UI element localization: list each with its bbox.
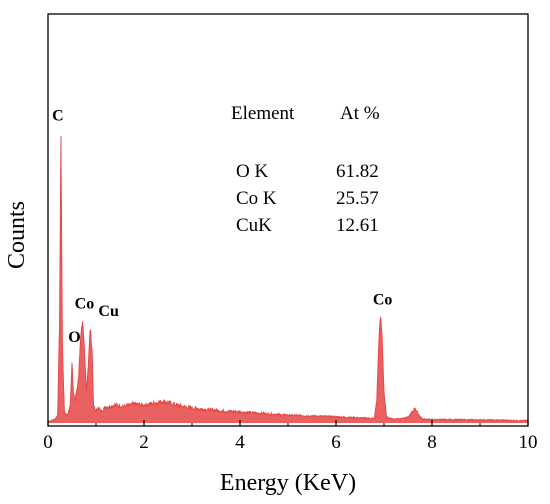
table-cell-element: Co K xyxy=(236,188,277,209)
x-axis-ticks: 0 2 4 6 8 10 xyxy=(43,420,538,453)
table-header-element: Element xyxy=(231,103,295,124)
peak-label-c: C xyxy=(52,108,64,125)
table-cell-value: 12.61 xyxy=(336,215,379,236)
spectrum-line xyxy=(47,136,529,422)
table-header-at-percent: At % xyxy=(340,103,380,124)
x-tick-label: 0 xyxy=(43,432,53,453)
plot-frame xyxy=(47,13,529,427)
peak-label-co: Co xyxy=(75,295,95,312)
x-tick-label: 2 xyxy=(139,432,149,453)
peak-label-o: O xyxy=(68,329,80,346)
x-tick-label: 6 xyxy=(331,432,341,453)
peak-label-cu: Cu xyxy=(98,303,119,320)
x-tick-label: 10 xyxy=(519,432,538,453)
table-cell-element: O K xyxy=(236,161,268,182)
x-tick-label: 8 xyxy=(427,432,437,453)
table-cell-element: CuK xyxy=(236,215,272,236)
peak-label-co: Co xyxy=(373,291,393,308)
y-axis-title: Counts xyxy=(4,201,30,269)
table-cell-value: 25.57 xyxy=(336,188,379,209)
composition-table: Element At % O K 61.82 Co K 25.57 CuK 12… xyxy=(231,103,380,236)
spectrum-area xyxy=(48,136,528,423)
x-axis-title: Energy (KeV) xyxy=(220,470,356,496)
x-tick-label: 4 xyxy=(235,432,245,453)
table-cell-value: 61.82 xyxy=(336,161,379,182)
